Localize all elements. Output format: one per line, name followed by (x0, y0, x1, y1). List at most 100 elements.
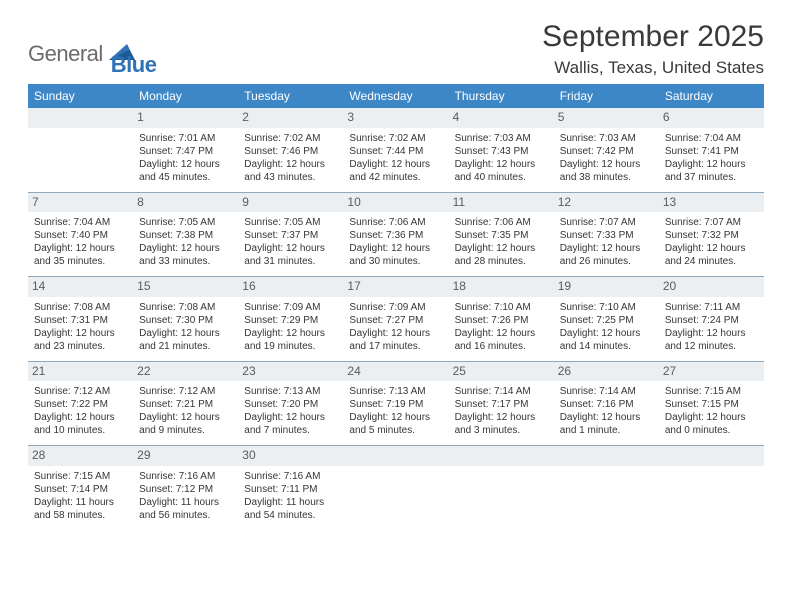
calendar-cell: 16Sunrise: 7:09 AMSunset: 7:29 PMDayligh… (238, 277, 343, 362)
weekday-row: SundayMondayTuesdayWednesdayThursdayFrid… (28, 84, 764, 108)
day-number: 3 (343, 108, 448, 128)
daylight-text: and 38 minutes. (560, 171, 653, 184)
daylight-text: Daylight: 12 hours (349, 327, 442, 340)
sunset-text: Sunset: 7:41 PM (665, 145, 758, 158)
weekday-header: Monday (133, 84, 238, 108)
calendar-cell (449, 446, 554, 530)
weekday-header: Thursday (449, 84, 554, 108)
calendar-cell: 4Sunrise: 7:03 AMSunset: 7:43 PMDaylight… (449, 108, 554, 192)
day-number: 20 (659, 277, 764, 297)
calendar-week-row: 21Sunrise: 7:12 AMSunset: 7:22 PMDayligh… (28, 361, 764, 446)
day-number-empty (28, 108, 133, 128)
daylight-text: and 56 minutes. (139, 509, 232, 522)
sunrise-text: Sunrise: 7:07 AM (665, 216, 758, 229)
daylight-text: Daylight: 12 hours (244, 327, 337, 340)
day-number: 16 (238, 277, 343, 297)
sunrise-text: Sunrise: 7:16 AM (139, 470, 232, 483)
daylight-text: Daylight: 12 hours (560, 158, 653, 171)
day-number: 9 (238, 193, 343, 213)
calendar-cell: 8Sunrise: 7:05 AMSunset: 7:38 PMDaylight… (133, 192, 238, 277)
day-number: 14 (28, 277, 133, 297)
calendar-cell: 9Sunrise: 7:05 AMSunset: 7:37 PMDaylight… (238, 192, 343, 277)
daylight-text: Daylight: 12 hours (139, 242, 232, 255)
calendar-cell: 12Sunrise: 7:07 AMSunset: 7:33 PMDayligh… (554, 192, 659, 277)
day-number: 23 (238, 362, 343, 382)
daylight-text: and 40 minutes. (455, 171, 548, 184)
day-number: 25 (449, 362, 554, 382)
daylight-text: Daylight: 12 hours (665, 327, 758, 340)
day-number-empty (449, 446, 554, 466)
daylight-text: and 9 minutes. (139, 424, 232, 437)
sunset-text: Sunset: 7:46 PM (244, 145, 337, 158)
daylight-text: and 58 minutes. (34, 509, 127, 522)
daylight-text: and 54 minutes. (244, 509, 337, 522)
calendar-cell: 26Sunrise: 7:14 AMSunset: 7:16 PMDayligh… (554, 361, 659, 446)
day-number: 17 (343, 277, 448, 297)
calendar-cell: 15Sunrise: 7:08 AMSunset: 7:30 PMDayligh… (133, 277, 238, 362)
sunrise-text: Sunrise: 7:15 AM (34, 470, 127, 483)
day-number: 10 (343, 193, 448, 213)
sunrise-text: Sunrise: 7:06 AM (455, 216, 548, 229)
sunrise-text: Sunrise: 7:09 AM (349, 301, 442, 314)
day-number: 2 (238, 108, 343, 128)
calendar-cell: 18Sunrise: 7:10 AMSunset: 7:26 PMDayligh… (449, 277, 554, 362)
daylight-text: Daylight: 12 hours (665, 411, 758, 424)
day-number-empty (659, 446, 764, 466)
sunrise-text: Sunrise: 7:10 AM (560, 301, 653, 314)
sunrise-text: Sunrise: 7:01 AM (139, 132, 232, 145)
sunrise-text: Sunrise: 7:14 AM (560, 385, 653, 398)
weekday-header: Tuesday (238, 84, 343, 108)
sunset-text: Sunset: 7:32 PM (665, 229, 758, 242)
day-number: 15 (133, 277, 238, 297)
sunset-text: Sunset: 7:15 PM (665, 398, 758, 411)
sunrise-text: Sunrise: 7:04 AM (665, 132, 758, 145)
daylight-text: and 43 minutes. (244, 171, 337, 184)
daylight-text: Daylight: 12 hours (560, 411, 653, 424)
weekday-header: Sunday (28, 84, 133, 108)
sunrise-text: Sunrise: 7:03 AM (455, 132, 548, 145)
daylight-text: and 30 minutes. (349, 255, 442, 268)
daylight-text: and 33 minutes. (139, 255, 232, 268)
day-number: 1 (133, 108, 238, 128)
daylight-text: and 0 minutes. (665, 424, 758, 437)
title-block: September 2025 Wallis, Texas, United Sta… (542, 20, 764, 78)
daylight-text: and 3 minutes. (455, 424, 548, 437)
day-number: 6 (659, 108, 764, 128)
daylight-text: Daylight: 12 hours (34, 242, 127, 255)
daylight-text: Daylight: 12 hours (455, 411, 548, 424)
day-number: 8 (133, 193, 238, 213)
page-title: September 2025 (542, 20, 764, 54)
daylight-text: and 35 minutes. (34, 255, 127, 268)
day-number: 26 (554, 362, 659, 382)
logo: General Blue (28, 20, 156, 78)
sunset-text: Sunset: 7:24 PM (665, 314, 758, 327)
calendar-cell (343, 446, 448, 530)
sunset-text: Sunset: 7:20 PM (244, 398, 337, 411)
sunset-text: Sunset: 7:22 PM (34, 398, 127, 411)
sunset-text: Sunset: 7:21 PM (139, 398, 232, 411)
logo-text-general: General (28, 41, 103, 67)
weekday-header: Wednesday (343, 84, 448, 108)
daylight-text: and 31 minutes. (244, 255, 337, 268)
calendar-cell: 10Sunrise: 7:06 AMSunset: 7:36 PMDayligh… (343, 192, 448, 277)
calendar-cell (659, 446, 764, 530)
day-number: 21 (28, 362, 133, 382)
calendar-week-row: 7Sunrise: 7:04 AMSunset: 7:40 PMDaylight… (28, 192, 764, 277)
sunset-text: Sunset: 7:35 PM (455, 229, 548, 242)
daylight-text: and 45 minutes. (139, 171, 232, 184)
sunrise-text: Sunrise: 7:13 AM (244, 385, 337, 398)
calendar-cell: 11Sunrise: 7:06 AMSunset: 7:35 PMDayligh… (449, 192, 554, 277)
daylight-text: Daylight: 12 hours (560, 327, 653, 340)
calendar-cell: 3Sunrise: 7:02 AMSunset: 7:44 PMDaylight… (343, 108, 448, 192)
daylight-text: and 42 minutes. (349, 171, 442, 184)
sunset-text: Sunset: 7:47 PM (139, 145, 232, 158)
sunset-text: Sunset: 7:17 PM (455, 398, 548, 411)
daylight-text: Daylight: 12 hours (455, 327, 548, 340)
sunset-text: Sunset: 7:30 PM (139, 314, 232, 327)
day-number: 7 (28, 193, 133, 213)
calendar-head: SundayMondayTuesdayWednesdayThursdayFrid… (28, 84, 764, 108)
sunset-text: Sunset: 7:38 PM (139, 229, 232, 242)
sunset-text: Sunset: 7:11 PM (244, 483, 337, 496)
calendar-cell: 20Sunrise: 7:11 AMSunset: 7:24 PMDayligh… (659, 277, 764, 362)
sunset-text: Sunset: 7:43 PM (455, 145, 548, 158)
